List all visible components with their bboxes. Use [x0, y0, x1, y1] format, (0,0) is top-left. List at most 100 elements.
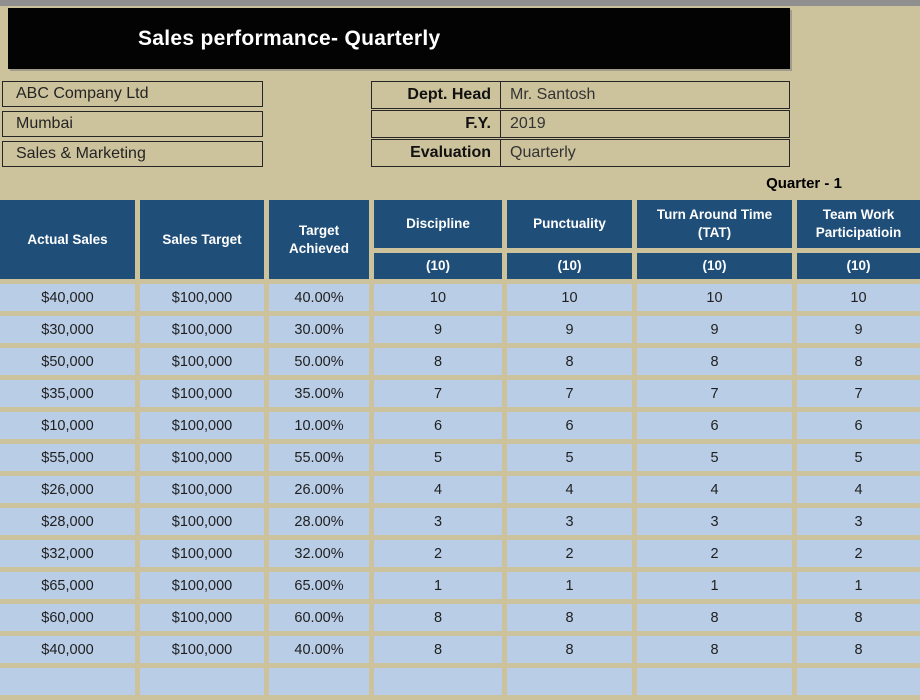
table-cell-r7-c3[interactable]: 26.00%	[269, 476, 369, 503]
table-cell-r1-c4[interactable]: 10	[374, 284, 502, 311]
table-cell-r9-c5[interactable]: 2	[507, 540, 632, 567]
table-cell-r1-c1[interactable]: $40,000	[0, 284, 135, 311]
empty-table-cell[interactable]	[374, 668, 502, 695]
table-cell-r8-c5[interactable]: 3	[507, 508, 632, 535]
table-cell-r10-c1[interactable]: $65,000	[0, 572, 135, 599]
fiscal-year-value[interactable]: 2019	[510, 115, 546, 132]
table-cell-r3-c3[interactable]: 50.00%	[269, 348, 369, 375]
table-cell-r7-c5[interactable]: 4	[507, 476, 632, 503]
table-cell-r12-c5[interactable]: 8	[507, 636, 632, 663]
table-cell-r11-c4[interactable]: 8	[374, 604, 502, 631]
table-cell-r10-c7[interactable]: 1	[797, 572, 920, 599]
table-cell-r6-c2[interactable]: $100,000	[140, 444, 264, 471]
table-cell-r8-c3[interactable]: 28.00%	[269, 508, 369, 535]
table-cell-r1-c2[interactable]: $100,000	[140, 284, 264, 311]
table-cell-r6-c3[interactable]: 55.00%	[269, 444, 369, 471]
table-cell-r4-c5[interactable]: 7	[507, 380, 632, 407]
dept-head-value[interactable]: Mr. Santosh	[510, 86, 596, 103]
table-cell-r11-c6[interactable]: 8	[637, 604, 792, 631]
table-cell-r7-c7[interactable]: 4	[797, 476, 920, 503]
table-cell-r7-c2[interactable]: $100,000	[140, 476, 264, 503]
table-cell-r6-c5[interactable]: 5	[507, 444, 632, 471]
table-cell-r7-c6[interactable]: 4	[637, 476, 792, 503]
table-cell-r7-c4[interactable]: 4	[374, 476, 502, 503]
empty-table-cell[interactable]	[269, 668, 369, 695]
table-cell-r4-c7[interactable]: 7	[797, 380, 920, 407]
empty-table-cell[interactable]	[797, 668, 920, 695]
table-cell-r10-c4[interactable]: 1	[374, 572, 502, 599]
table-cell-r10-c3[interactable]: 65.00%	[269, 572, 369, 599]
empty-table-cell[interactable]	[507, 668, 632, 695]
table-cell-r3-c2[interactable]: $100,000	[140, 348, 264, 375]
table-cell-r1-c7[interactable]: 10	[797, 284, 920, 311]
table-cell-r11-c5[interactable]: 8	[507, 604, 632, 631]
table-cell-r9-c7[interactable]: 2	[797, 540, 920, 567]
table-cell-r2-c2[interactable]: $100,000	[140, 316, 264, 343]
table-cell-r10-c5[interactable]: 1	[507, 572, 632, 599]
table-cell-r5-c2[interactable]: $100,000	[140, 412, 264, 439]
table-cell-r5-c7[interactable]: 6	[797, 412, 920, 439]
table-cell-r1-c3[interactable]: 40.00%	[269, 284, 369, 311]
table-cell-r11-c1[interactable]: $60,000	[0, 604, 135, 631]
table-cell-r12-c1[interactable]: $40,000	[0, 636, 135, 663]
table-cell-r12-c6[interactable]: 8	[637, 636, 792, 663]
table-cell-r4-c6[interactable]: 7	[637, 380, 792, 407]
table-cell-r8-c6[interactable]: 3	[637, 508, 792, 535]
table-cell-r11-c2[interactable]: $100,000	[140, 604, 264, 631]
table-cell-r9-c6[interactable]: 2	[637, 540, 792, 567]
table-cell-r10-c6[interactable]: 1	[637, 572, 792, 599]
table-cell-r2-c5[interactable]: 9	[507, 316, 632, 343]
table-cell-r3-c1[interactable]: $50,000	[0, 348, 135, 375]
company-city-cell[interactable]: Mumbai	[2, 111, 263, 137]
table-cell-r4-c3[interactable]: 35.00%	[269, 380, 369, 407]
table-cell-r11-c7[interactable]: 8	[797, 604, 920, 631]
header-discipline: Discipline	[374, 200, 502, 248]
table-cell-r12-c4[interactable]: 8	[374, 636, 502, 663]
evaluation-value[interactable]: Quarterly	[510, 144, 576, 161]
table-cell-r3-c7[interactable]: 8	[797, 348, 920, 375]
table-cell-r12-c7[interactable]: 8	[797, 636, 920, 663]
table-cell-r7-c1[interactable]: $26,000	[0, 476, 135, 503]
header-team-work-max: (10)	[797, 253, 920, 279]
table-cell-r2-c4[interactable]: 9	[374, 316, 502, 343]
table-cell-r5-c3[interactable]: 10.00%	[269, 412, 369, 439]
table-cell-r3-c4[interactable]: 8	[374, 348, 502, 375]
table-cell-r2-c3[interactable]: 30.00%	[269, 316, 369, 343]
empty-table-cell[interactable]	[140, 668, 264, 695]
table-cell-r6-c4[interactable]: 5	[374, 444, 502, 471]
table-cell-r12-c3[interactable]: 40.00%	[269, 636, 369, 663]
table-cell-r4-c4[interactable]: 7	[374, 380, 502, 407]
table-cell-r4-c2[interactable]: $100,000	[140, 380, 264, 407]
table-cell-r8-c7[interactable]: 3	[797, 508, 920, 535]
table-cell-r2-c1[interactable]: $30,000	[0, 316, 135, 343]
table-cell-r12-c2[interactable]: $100,000	[140, 636, 264, 663]
company-name-cell[interactable]: ABC Company Ltd	[2, 81, 263, 107]
table-cell-r1-c5[interactable]: 10	[507, 284, 632, 311]
company-department-cell[interactable]: Sales & Marketing	[2, 141, 263, 167]
header-turn-around-time: Turn Around Time (TAT)	[637, 200, 792, 248]
table-cell-r11-c3[interactable]: 60.00%	[269, 604, 369, 631]
table-cell-r4-c1[interactable]: $35,000	[0, 380, 135, 407]
table-cell-r6-c1[interactable]: $55,000	[0, 444, 135, 471]
table-cell-r5-c1[interactable]: $10,000	[0, 412, 135, 439]
table-cell-r8-c1[interactable]: $28,000	[0, 508, 135, 535]
empty-table-cell[interactable]	[0, 668, 135, 695]
table-cell-r9-c2[interactable]: $100,000	[140, 540, 264, 567]
table-cell-r10-c2[interactable]: $100,000	[140, 572, 264, 599]
empty-table-cell[interactable]	[637, 668, 792, 695]
table-cell-r6-c7[interactable]: 5	[797, 444, 920, 471]
table-cell-r1-c6[interactable]: 10	[637, 284, 792, 311]
table-cell-r8-c2[interactable]: $100,000	[140, 508, 264, 535]
table-cell-r2-c7[interactable]: 9	[797, 316, 920, 343]
table-cell-r8-c4[interactable]: 3	[374, 508, 502, 535]
table-cell-r9-c4[interactable]: 2	[374, 540, 502, 567]
table-cell-r3-c5[interactable]: 8	[507, 348, 632, 375]
table-cell-r5-c6[interactable]: 6	[637, 412, 792, 439]
table-cell-r5-c4[interactable]: 6	[374, 412, 502, 439]
table-cell-r9-c1[interactable]: $32,000	[0, 540, 135, 567]
table-cell-r9-c3[interactable]: 32.00%	[269, 540, 369, 567]
table-cell-r5-c5[interactable]: 6	[507, 412, 632, 439]
table-cell-r3-c6[interactable]: 8	[637, 348, 792, 375]
table-cell-r2-c6[interactable]: 9	[637, 316, 792, 343]
table-cell-r6-c6[interactable]: 5	[637, 444, 792, 471]
